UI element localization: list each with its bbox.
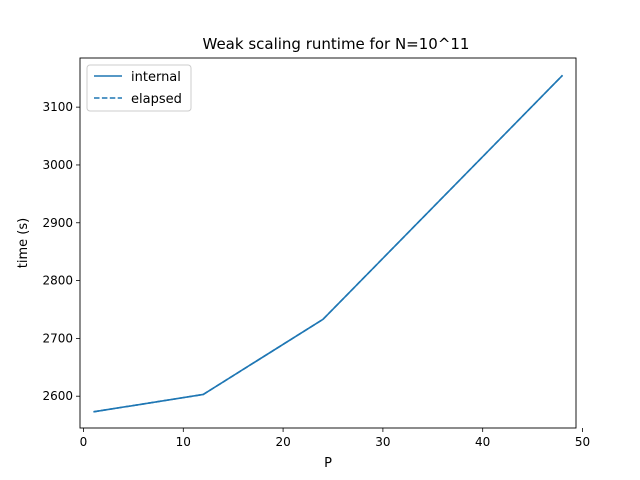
x-axis-ticks: 0 10 20 30 40 50 [80, 428, 590, 449]
x-tick-label: 10 [176, 435, 191, 449]
y-tick-label: 3100 [42, 100, 73, 114]
y-tick-label: 2700 [42, 331, 73, 345]
y-tick-label: 2900 [42, 216, 73, 230]
y-tick-label: 2600 [42, 389, 73, 403]
axes-frame [79, 57, 577, 429]
y-axis-ticks: 2600 2700 2800 2900 3000 3100 [42, 100, 80, 403]
legend-label-elapsed: elapsed [131, 92, 182, 107]
x-tick-label: 30 [375, 435, 390, 449]
x-axis-label: P [324, 456, 332, 471]
legend-label-internal: internal [131, 70, 181, 85]
legend: internal elapsed [86, 64, 192, 112]
series-layer [93, 74, 564, 413]
chart-title: Weak scaling runtime for N=10^11 [203, 35, 470, 53]
series-line-internal [93, 74, 564, 413]
y-tick-label: 2800 [42, 274, 73, 288]
y-axis-label: time (s) [16, 218, 31, 268]
x-tick-label: 20 [275, 435, 290, 449]
y-tick-label: 3000 [42, 158, 73, 172]
x-tick-label: 0 [80, 435, 88, 449]
x-tick-label: 40 [475, 435, 490, 449]
x-tick-label: 50 [575, 435, 590, 449]
series-line-elapsed [93, 74, 564, 413]
